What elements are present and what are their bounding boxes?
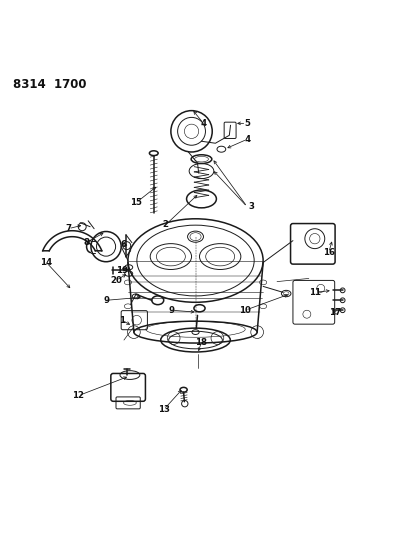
Text: 17: 17	[329, 308, 341, 317]
Text: 20: 20	[110, 276, 122, 285]
Text: 18: 18	[196, 337, 207, 346]
Text: 13: 13	[158, 405, 170, 414]
Text: 16: 16	[323, 248, 335, 257]
Text: 10: 10	[239, 306, 251, 315]
Text: 9: 9	[103, 296, 109, 305]
Text: 8314  1700: 8314 1700	[13, 78, 86, 91]
Text: 14: 14	[40, 258, 53, 267]
Text: 4: 4	[200, 119, 207, 128]
Text: 9: 9	[169, 306, 175, 315]
Text: 11: 11	[309, 288, 321, 297]
Text: 4: 4	[244, 135, 250, 144]
Text: 3: 3	[248, 203, 254, 212]
Text: 8: 8	[83, 238, 89, 247]
Text: 7: 7	[65, 224, 71, 233]
Text: 1: 1	[119, 316, 125, 325]
Text: 5: 5	[244, 119, 250, 128]
Text: 12: 12	[72, 391, 84, 400]
Text: 19: 19	[116, 266, 128, 275]
Text: 6: 6	[121, 240, 127, 249]
Text: 2: 2	[163, 220, 169, 229]
Text: 15: 15	[130, 198, 142, 207]
